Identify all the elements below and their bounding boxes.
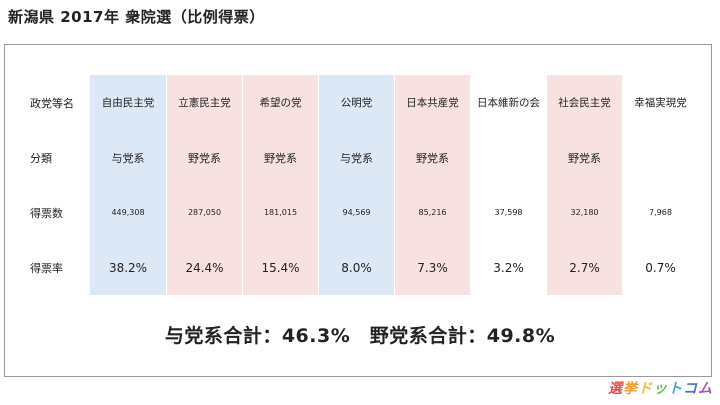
rate-cell: 38.2% bbox=[89, 240, 166, 295]
logo-char: 挙 bbox=[623, 381, 637, 397]
row-label-party: 政党等名 bbox=[25, 75, 89, 130]
category-cell: 与党系 bbox=[318, 130, 394, 185]
logo-char: ト bbox=[668, 381, 682, 397]
rate-cell: 15.4% bbox=[242, 240, 318, 295]
category-cell: 与党系 bbox=[89, 130, 166, 185]
logo-char: コ bbox=[683, 381, 697, 397]
category-cell: 野党系 bbox=[166, 130, 242, 185]
rate-cell: 8.0% bbox=[318, 240, 394, 295]
category-cell: 野党系 bbox=[242, 130, 318, 185]
rate-cell: 2.7% bbox=[546, 240, 622, 295]
votes-cell: 32,180 bbox=[546, 185, 622, 240]
party-name: 社会民主党 bbox=[546, 75, 622, 130]
party-name: 日本共産党 bbox=[394, 75, 470, 130]
party-name: 自由民主党 bbox=[89, 75, 166, 130]
rate-cell: 7.3% bbox=[394, 240, 470, 295]
logo-char: ッ bbox=[653, 381, 667, 397]
party-name: 立憲民主党 bbox=[166, 75, 242, 130]
party-name: 日本維新の会 bbox=[470, 75, 546, 130]
page-title: 新潟県 2017年 衆院選（比例得票） bbox=[8, 8, 265, 26]
votes-cell: 181,015 bbox=[242, 185, 318, 240]
category-cell bbox=[470, 130, 546, 185]
totals-summary: 与党系合計：46.3% 野党系合計：49.8% bbox=[164, 325, 556, 347]
party-name: 公明党 bbox=[318, 75, 394, 130]
votes-cell: 94,569 bbox=[318, 185, 394, 240]
logo-char: ド bbox=[638, 381, 652, 397]
party-name: 幸福実現党 bbox=[622, 75, 698, 130]
logo-char: ム bbox=[698, 381, 712, 397]
rate-cell: 24.4% bbox=[166, 240, 242, 295]
votes-cell: 37,598 bbox=[470, 185, 546, 240]
category-cell bbox=[622, 130, 698, 185]
votes-cell: 449,308 bbox=[89, 185, 166, 240]
row-label-rate: 得票率 bbox=[25, 240, 89, 295]
category-cell: 野党系 bbox=[394, 130, 470, 185]
votes-cell: 287,050 bbox=[166, 185, 242, 240]
site-logo: 選挙ドットコム bbox=[608, 378, 712, 398]
votes-cell: 85,216 bbox=[394, 185, 470, 240]
votes-cell: 7,968 bbox=[622, 185, 698, 240]
category-cell: 野党系 bbox=[546, 130, 622, 185]
party-name: 希望の党 bbox=[242, 75, 318, 130]
row-label-votes: 得票数 bbox=[25, 185, 89, 240]
logo-char: 選 bbox=[608, 381, 622, 397]
row-label-category: 分類 bbox=[25, 130, 89, 185]
rate-cell: 0.7% bbox=[622, 240, 698, 295]
rate-cell: 3.2% bbox=[470, 240, 546, 295]
results-table: 政党等名 自由民主党 立憲民主党 希望の党 公明党 日本共産党 日本維新の会 社… bbox=[25, 75, 698, 295]
table-frame bbox=[4, 44, 712, 377]
